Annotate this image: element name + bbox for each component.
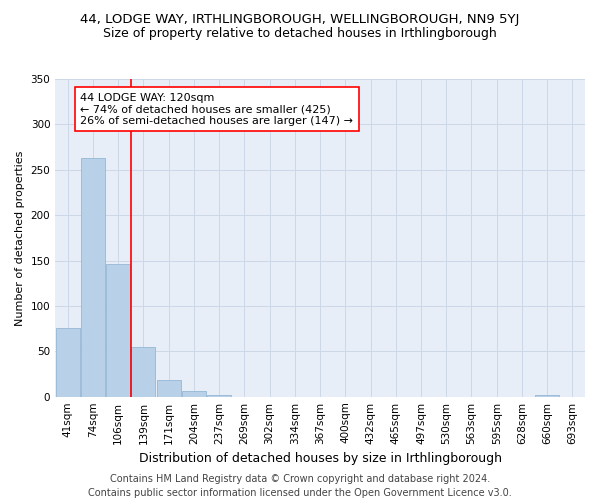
Text: 44, LODGE WAY, IRTHLINGBOROUGH, WELLINGBOROUGH, NN9 5YJ: 44, LODGE WAY, IRTHLINGBOROUGH, WELLINGB… — [80, 12, 520, 26]
Bar — [81, 158, 105, 396]
Bar — [131, 347, 155, 397]
Y-axis label: Number of detached properties: Number of detached properties — [15, 150, 25, 326]
Text: Contains HM Land Registry data © Crown copyright and database right 2024.
Contai: Contains HM Land Registry data © Crown c… — [88, 474, 512, 498]
X-axis label: Distribution of detached houses by size in Irthlingborough: Distribution of detached houses by size … — [139, 452, 502, 465]
Bar — [182, 391, 206, 396]
Bar — [535, 395, 559, 396]
Bar — [56, 328, 80, 396]
Bar — [106, 264, 130, 396]
Text: 44 LODGE WAY: 120sqm
← 74% of detached houses are smaller (425)
26% of semi-deta: 44 LODGE WAY: 120sqm ← 74% of detached h… — [80, 92, 353, 126]
Bar — [157, 380, 181, 396]
Text: Size of property relative to detached houses in Irthlingborough: Size of property relative to detached ho… — [103, 28, 497, 40]
Bar — [207, 395, 231, 396]
